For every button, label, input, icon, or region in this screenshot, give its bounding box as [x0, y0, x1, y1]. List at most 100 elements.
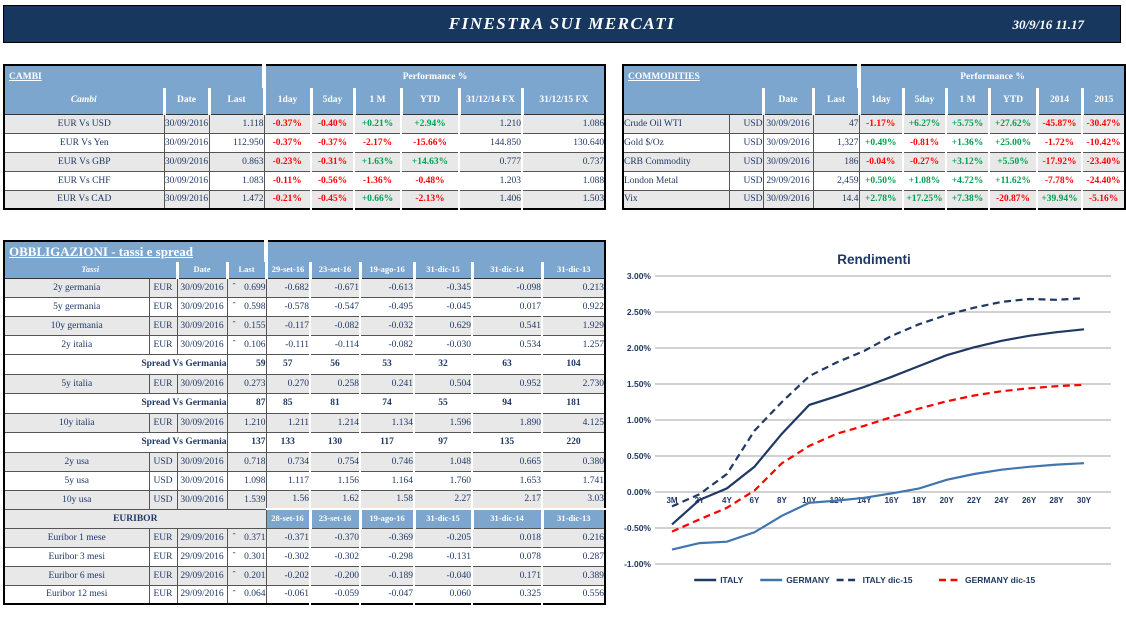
- cambi-row: EUR Vs GBP 30/09/2016 0.863 -0.23% -0.31% +1.…: [4, 152, 606, 172]
- last-cell: 186: [813, 152, 860, 172]
- x-tick-label: 24Y: [994, 496, 1009, 505]
- perf-cell: +7.38%: [946, 190, 991, 210]
- date-cell: 30/09/2016: [763, 133, 814, 153]
- last-cell: -0.201: [227, 566, 267, 586]
- history-cell: 0.734: [266, 452, 312, 472]
- commodities-col-header: 1 M: [946, 88, 991, 115]
- perf-cell: -1.36%: [354, 171, 403, 191]
- perf-cell: -7.78%: [1037, 171, 1084, 191]
- date-cell: 30/09/2016: [177, 297, 228, 317]
- perf-cell: -1.17%: [859, 114, 905, 134]
- perf-cell: +27.62%: [989, 114, 1039, 134]
- rate-row: Euribor 6 mesi EUR 29/09/2016-0.201 -0.202-…: [4, 566, 606, 586]
- last-cell: 112.950: [209, 133, 265, 153]
- date-cell: 30/09/2016: [164, 190, 210, 210]
- rate-name: Euribor 12 mesi: [4, 585, 150, 605]
- history-cell: 0.258: [310, 374, 362, 394]
- spread-history-cell: 94: [472, 393, 544, 414]
- obbligazioni-col-header: 19-ago-16: [360, 262, 416, 279]
- rate-name: 5y germania: [4, 297, 150, 317]
- perf-cell: +1.63%: [354, 152, 403, 172]
- history-cell: -0.682: [266, 278, 312, 298]
- rate-name: 2y italia: [4, 335, 150, 355]
- cambi-row: EUR Vs Yen 30/09/2016 112.950 -0.37% -0.37% -…: [4, 133, 606, 153]
- x-tick-label: 26Y: [1022, 496, 1037, 505]
- perf-cell: +0.66%: [354, 190, 403, 210]
- date-cell: 30/09/2016: [763, 190, 814, 210]
- cambi-col-header: 1day: [264, 88, 313, 115]
- history-cell: 1.156: [310, 471, 362, 491]
- history-cell: 1.760: [414, 471, 474, 491]
- legend-label: ITALY: [720, 575, 743, 585]
- rate-row: 2y germania EUR 30/09/2016-0.699 -0.682 -0.6…: [4, 278, 606, 298]
- cambi-title: CAMBI: [4, 65, 267, 88]
- pair-name: EUR Vs CHF: [4, 171, 165, 191]
- perf-cell: -0.11%: [264, 171, 313, 191]
- rate-name: 2y germania: [4, 278, 150, 298]
- last-cell: -0.301: [227, 547, 267, 567]
- spread-last-cell: 137: [227, 432, 267, 453]
- history-cell: -0.030: [414, 335, 474, 355]
- history-cell: -0.202: [266, 566, 312, 586]
- obbligazioni-col-header: 31-dic-13: [542, 262, 606, 279]
- commodities-col-header: 2015: [1082, 88, 1126, 115]
- series-ITALY-dic-15: [671, 297, 1085, 508]
- date-cell: 30/09/2016: [164, 171, 210, 191]
- history-cell: 0.534: [472, 335, 544, 355]
- obbligazioni-col-header: 31-dic-14: [472, 262, 544, 279]
- spread-history-cell: 104: [542, 354, 606, 375]
- perf-cell: -0.40%: [311, 114, 356, 134]
- perf-cell: +5.75%: [946, 114, 991, 134]
- fx-cell: 1.406: [459, 190, 524, 210]
- euribor-header-row: EURIBOR 28-set-16 23-set-16 19-ago-16 31-dic…: [4, 508, 606, 529]
- commodities-table: COMMODITIES Performance % Date Last 1day 5day…: [622, 64, 1126, 210]
- last-cell: 14.4: [813, 190, 860, 210]
- history-cell: 1.929: [542, 316, 606, 336]
- history-cell: -0.369: [360, 528, 416, 548]
- perf-cell: +0.49%: [859, 133, 905, 153]
- euribor-section-label: EURIBOR: [4, 509, 267, 529]
- cambi-row: EUR Vs USD 30/09/2016 1.118 -0.37% -0.40% +0.…: [4, 114, 606, 134]
- rate-row: 2y usa USD 30/09/2016 0.718 0.734 0.754 0.746 1…: [4, 452, 606, 472]
- spread-history-cell: 133: [266, 432, 312, 453]
- spread-history-cell: 63: [472, 354, 544, 375]
- fx-cell: 1.503: [522, 190, 606, 210]
- date-cell: 30/09/2016: [164, 152, 210, 172]
- currency-cell: EUR: [149, 297, 178, 317]
- history-cell: -0.613: [360, 278, 416, 298]
- rate-name: Euribor 6 mesi: [4, 566, 150, 586]
- perf-cell: +4.72%: [946, 171, 991, 191]
- perf-cell: +14.63%: [401, 152, 461, 172]
- last-cell: 1.472: [209, 190, 265, 210]
- commodities-row: Vix USD 30/09/2016 14.4 +2.78% +17.25% +7.38% -…: [623, 190, 1126, 210]
- legend-label: GERMANY: [786, 575, 830, 585]
- spread-history-cell: 135: [472, 432, 544, 453]
- history-cell: -0.117: [266, 316, 312, 336]
- last-cell: 1.539: [227, 490, 267, 510]
- spread-history-cell: 181: [542, 393, 606, 414]
- spread-row: Spread Vs Germania 87 85 81 74 55 94 181: [4, 393, 606, 414]
- currency-cell: EUR: [149, 335, 178, 355]
- x-tick-label: 10Y: [802, 496, 817, 505]
- x-tick-label: 3M: [666, 496, 677, 505]
- y-tick-label: 2.00%: [627, 343, 652, 353]
- perf-cell: +2.78%: [859, 190, 905, 210]
- rate-row: 10y italia EUR 30/09/2016 1.210 1.211 1.214 1.…: [4, 413, 606, 433]
- perf-cell: -0.31%: [311, 152, 356, 172]
- spread-history-cell: 32: [414, 354, 474, 375]
- y-tick-label: -1.00%: [624, 559, 651, 569]
- spread-history-cell: 57: [266, 354, 312, 375]
- perf-cell: +2.94%: [401, 114, 461, 134]
- date-cell: 30/09/2016: [177, 335, 228, 355]
- rate-row: 2y italia EUR 30/09/2016-0.106 -0.111 -0.114…: [4, 335, 606, 355]
- rendimenti-chart: Rendimenti 3.00% 2.50% 2.00% 1.50% 1.00% 0.50%…: [622, 238, 1124, 612]
- fx-cell: 144.850: [459, 133, 524, 153]
- history-cell: 0.325: [472, 585, 544, 605]
- history-cell: 1.741: [542, 471, 606, 491]
- perf-cell: +5.50%: [989, 152, 1039, 172]
- perf-cell: -0.56%: [311, 171, 356, 191]
- currency-cell: USD: [729, 114, 764, 134]
- history-cell: 0.017: [472, 297, 544, 317]
- rate-row: Euribor 1 mese EUR 29/09/2016-0.371 -0.371-…: [4, 528, 606, 548]
- y-tick-label: 0.00%: [627, 487, 652, 497]
